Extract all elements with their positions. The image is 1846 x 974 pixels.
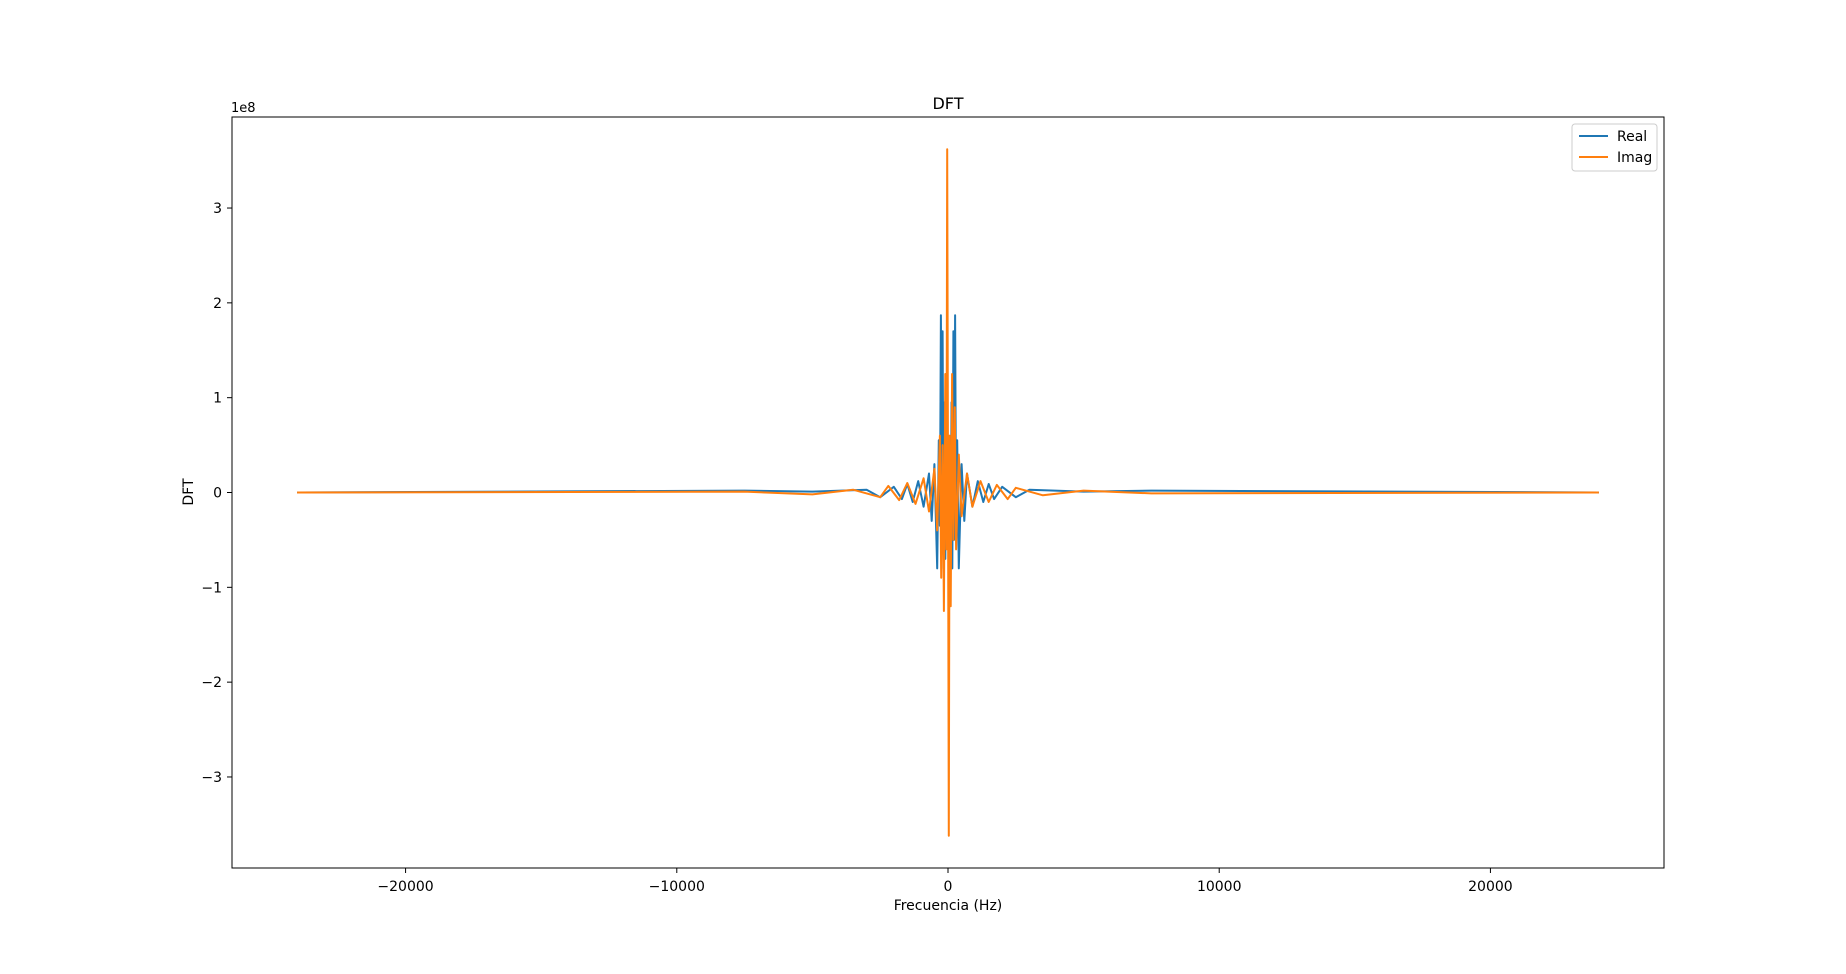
x-axis-label: Frecuencia (Hz) — [894, 898, 1003, 914]
x-tick-label: −10000 — [649, 879, 705, 895]
y-tick-label: 2 — [213, 296, 222, 312]
y-tick-label: −3 — [201, 770, 222, 786]
x-tick-label: 20000 — [1468, 879, 1513, 895]
series-layer — [297, 148, 1599, 837]
y-tick-label: 1 — [213, 391, 222, 407]
y-tick-label: 0 — [213, 486, 222, 502]
x-tick-label: 0 — [944, 879, 953, 895]
legend-real-label: Real — [1617, 129, 1647, 145]
y-axis-ticks: −3 −2 −1 0 1 2 3 — [201, 201, 232, 786]
x-tick-label: −20000 — [377, 879, 433, 895]
x-axis-ticks: −20000 −10000 0 10000 20000 — [377, 868, 1513, 895]
y-axis-offset-label: 1e8 — [231, 101, 256, 116]
y-tick-label: −1 — [201, 580, 222, 596]
y-tick-label: −2 — [201, 675, 222, 691]
legend-imag-label: Imag — [1617, 150, 1652, 166]
chart-title: DFT — [932, 94, 963, 113]
y-axis-label: DFT — [181, 478, 197, 506]
y-tick-label: 3 — [213, 201, 222, 217]
x-tick-label: 10000 — [1197, 879, 1242, 895]
series-line-imag — [297, 148, 1599, 837]
legend: Real Imag — [1571, 123, 1658, 172]
